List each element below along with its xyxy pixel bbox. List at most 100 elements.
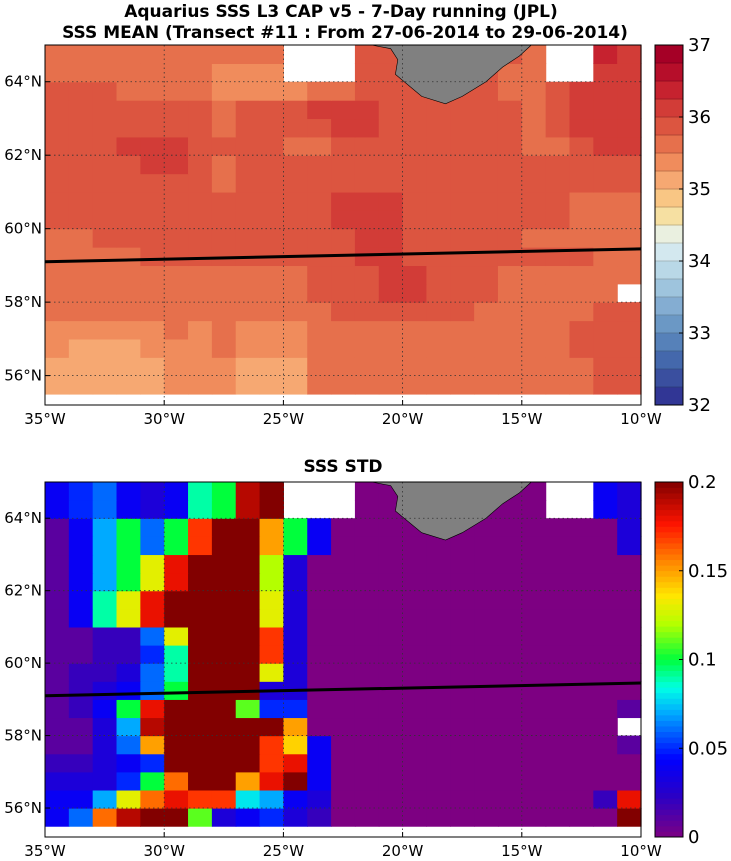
std-colorbar-segment xyxy=(655,709,683,716)
mean-cell xyxy=(497,320,523,340)
mean-cell xyxy=(68,320,94,340)
mean-cell xyxy=(116,210,141,230)
mean-cell xyxy=(140,320,165,340)
mean-cell xyxy=(92,63,118,83)
std-colorbar-segment xyxy=(655,581,683,588)
std-cell xyxy=(474,717,499,737)
std-title: SSS STD xyxy=(303,457,382,477)
mean-cell xyxy=(164,247,189,267)
mean-cell xyxy=(474,155,499,175)
std-cell xyxy=(116,663,141,682)
std-cell xyxy=(92,699,118,719)
mean-cell xyxy=(474,100,499,120)
mean-cell xyxy=(545,320,571,340)
std-cell xyxy=(68,645,94,664)
mean-cell xyxy=(521,357,547,377)
mean-cell xyxy=(45,247,70,267)
mean-cell xyxy=(259,228,284,248)
std-cell xyxy=(545,590,571,610)
std-cell xyxy=(521,808,547,827)
mean-cell xyxy=(402,265,428,285)
std-cell xyxy=(307,699,332,719)
std-cell xyxy=(617,572,642,592)
std-cell xyxy=(331,645,356,664)
mean-cell xyxy=(283,302,308,322)
std-cell xyxy=(116,808,141,827)
mean-xtick-label: 25°W xyxy=(263,410,305,428)
std-cell xyxy=(354,663,380,682)
mean-cell xyxy=(45,118,70,138)
mean-cell xyxy=(235,173,261,193)
mean-cell xyxy=(450,338,475,358)
std-cell xyxy=(521,626,547,646)
mean-cell xyxy=(211,63,237,83)
mean-cell xyxy=(307,265,332,285)
std-colorbar-segment xyxy=(655,615,683,622)
std-cell xyxy=(259,789,284,809)
std-colorbar-segment xyxy=(655,504,683,511)
mean-cell xyxy=(116,338,141,358)
std-cell xyxy=(45,626,70,646)
std-colorbar-segment xyxy=(655,520,683,527)
std-cell xyxy=(378,681,404,700)
std-cell xyxy=(617,771,642,791)
std-colorbar-segment xyxy=(655,576,683,583)
mean-cell xyxy=(593,191,618,211)
mean-cell xyxy=(450,118,475,138)
mean-cell xyxy=(259,45,284,64)
mean-cell xyxy=(617,100,642,120)
std-cell xyxy=(402,645,428,664)
mean-cell xyxy=(188,375,213,395)
std-cell xyxy=(235,482,261,501)
std-cell xyxy=(354,536,380,556)
std-cell xyxy=(116,536,141,556)
std-cell xyxy=(140,554,165,574)
std-cell xyxy=(307,608,332,628)
mean-cell xyxy=(188,210,213,230)
std-cell xyxy=(569,590,594,610)
std-colorbar-tick-label: 0.2 xyxy=(688,472,717,493)
mean-cell xyxy=(259,320,284,340)
std-cell xyxy=(545,518,571,537)
std-cell xyxy=(593,536,618,556)
mean-cell xyxy=(354,228,380,248)
std-cell xyxy=(164,681,189,700)
mean-cell xyxy=(164,63,189,83)
std-cell xyxy=(92,590,118,610)
mean-cell xyxy=(116,136,141,156)
mean-cell xyxy=(569,136,594,156)
std-cell xyxy=(426,735,451,755)
mean-cell xyxy=(140,81,165,101)
std-colorbar-segment xyxy=(655,831,683,838)
mean-cell xyxy=(45,136,70,156)
mean-cell xyxy=(426,228,451,248)
std-cell xyxy=(259,554,284,574)
std-cell xyxy=(331,717,356,737)
mean-cell xyxy=(474,265,499,285)
std-cell xyxy=(402,608,428,628)
std-cell xyxy=(521,536,547,556)
std-cell xyxy=(354,500,380,519)
mean-cell xyxy=(116,191,141,211)
std-cell xyxy=(331,699,356,719)
std-cell xyxy=(450,572,475,592)
mean-cell xyxy=(426,265,451,285)
std-cell xyxy=(354,518,380,537)
std-cell xyxy=(378,699,404,719)
mean-cell xyxy=(307,302,332,322)
mean-cell xyxy=(307,81,332,101)
std-cell xyxy=(569,789,594,809)
std-cell xyxy=(92,554,118,574)
mean-cell xyxy=(593,136,618,156)
mean-cell xyxy=(378,302,404,322)
std-cell xyxy=(259,608,284,628)
mean-cell xyxy=(164,375,189,395)
std-cell xyxy=(116,572,141,592)
std-cell xyxy=(283,663,308,682)
mean-colorbar-segment xyxy=(655,135,683,154)
std-ytick-label: 60°N xyxy=(4,654,42,672)
mean-cell xyxy=(283,81,308,101)
std-cell xyxy=(68,572,94,592)
std-cell xyxy=(354,554,380,574)
mean-cell xyxy=(140,283,165,303)
